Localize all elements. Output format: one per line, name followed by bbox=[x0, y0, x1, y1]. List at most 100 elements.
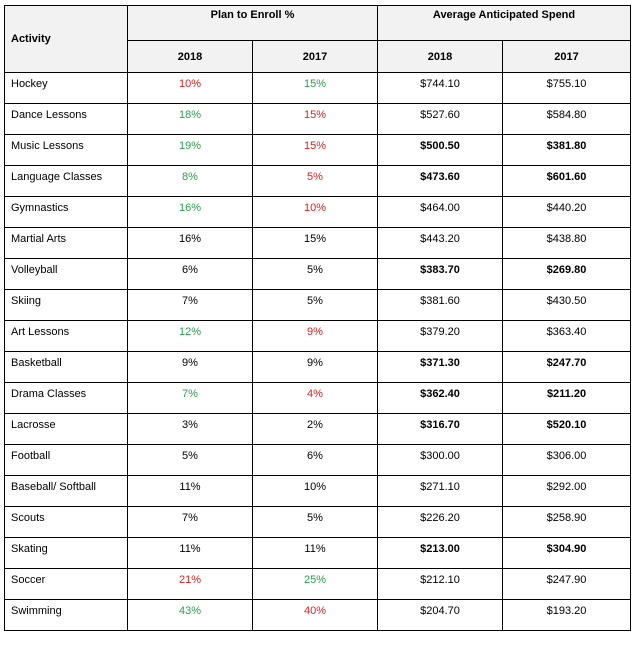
table-row: Soccer 21% 25% $212.10 $247.90 bbox=[4, 568, 632, 600]
enroll-2018-cell: 19% bbox=[127, 134, 253, 166]
activity-cell: Hockey bbox=[4, 72, 128, 104]
table-row: Lacrosse 3% 2% $316.70 $520.10 bbox=[4, 413, 632, 445]
table-row: Swimming 43% 40% $204.70 $193.20 bbox=[4, 599, 632, 631]
enroll-2018-cell: 18% bbox=[127, 103, 253, 135]
table-row: Skating 11% 11% $213.00 $304.90 bbox=[4, 537, 632, 569]
enroll-2017-cell: 5% bbox=[251, 506, 379, 538]
spend-2018-cell: $381.60 bbox=[377, 289, 504, 321]
enroll-2017-cell: 9% bbox=[251, 351, 379, 383]
average-spend-header: Average Anticipated Spend bbox=[377, 5, 632, 41]
table-row: Art Lessons 12% 9% $379.20 $363.40 bbox=[4, 320, 632, 352]
spend-2017-cell: $292.00 bbox=[502, 475, 632, 507]
table-row: Volleyball 6% 5% $383.70 $269.80 bbox=[4, 258, 632, 290]
activity-cell: Art Lessons bbox=[4, 320, 128, 352]
activity-cell: Gymnastics bbox=[4, 196, 128, 228]
spend-2018-cell: $204.70 bbox=[377, 599, 504, 631]
spend-2017-header: 2017 bbox=[502, 40, 632, 73]
table-row: Baseball/ Softball 11% 10% $271.10 $292.00 bbox=[4, 475, 632, 507]
spend-2017-cell: $363.40 bbox=[502, 320, 632, 352]
plan-to-enroll-header: Plan to Enroll % bbox=[126, 5, 379, 41]
activity-cell: Football bbox=[4, 444, 128, 476]
table-body: Hockey 10% 15% $744.10 $755.10 Dance Lessons 1… bbox=[4, 72, 632, 631]
spend-2017-cell: $304.90 bbox=[502, 537, 632, 569]
enroll-2017-cell: 11% bbox=[251, 537, 379, 569]
table-row: Hockey 10% 15% $744.10 $755.10 bbox=[4, 72, 632, 104]
enroll-2018-cell: 11% bbox=[127, 537, 253, 569]
spend-2018-cell: $212.10 bbox=[377, 568, 504, 600]
spend-2018-cell: $300.00 bbox=[377, 444, 504, 476]
enroll-2018-header: 2018 bbox=[127, 40, 253, 73]
enroll-2018-cell: 7% bbox=[127, 506, 253, 538]
spend-2017-cell: $430.50 bbox=[502, 289, 632, 321]
enroll-2017-cell: 6% bbox=[251, 444, 379, 476]
spend-2018-cell: $226.20 bbox=[377, 506, 504, 538]
enroll-2017-cell: 15% bbox=[251, 72, 379, 104]
enroll-2017-header: 2017 bbox=[251, 40, 379, 73]
activity-cell: Martial Arts bbox=[4, 227, 128, 259]
enroll-2017-cell: 40% bbox=[251, 599, 379, 631]
spend-2018-cell: $473.60 bbox=[377, 165, 504, 197]
spend-2018-cell: $527.60 bbox=[377, 103, 504, 135]
enroll-2017-cell: 4% bbox=[251, 382, 379, 414]
activity-cell: Skating bbox=[4, 537, 128, 569]
activity-table: Activity Plan to Enroll % Average Antici… bbox=[4, 5, 632, 631]
spend-2017-cell: $258.90 bbox=[502, 506, 632, 538]
enroll-2018-cell: 21% bbox=[127, 568, 253, 600]
group-header-row: Activity Plan to Enroll % Average Antici… bbox=[4, 5, 632, 73]
spend-2017-cell: $520.10 bbox=[502, 413, 632, 445]
table-row: Skiing 7% 5% $381.60 $430.50 bbox=[4, 289, 632, 321]
enroll-2018-cell: 16% bbox=[127, 227, 253, 259]
spend-2018-cell: $383.70 bbox=[377, 258, 504, 290]
spend-2018-cell: $213.00 bbox=[377, 537, 504, 569]
enroll-2017-cell: 10% bbox=[251, 475, 379, 507]
enroll-2017-cell: 5% bbox=[251, 258, 379, 290]
enroll-2018-cell: 16% bbox=[127, 196, 253, 228]
year-header-row: 2018 2017 2018 2017 bbox=[5, 40, 632, 73]
spend-2017-cell: $584.80 bbox=[502, 103, 632, 135]
enroll-2018-cell: 7% bbox=[127, 382, 253, 414]
spend-2017-cell: $440.20 bbox=[502, 196, 632, 228]
spend-2018-cell: $316.70 bbox=[377, 413, 504, 445]
spend-2018-cell: $271.10 bbox=[377, 475, 504, 507]
enroll-2018-cell: 10% bbox=[127, 72, 253, 104]
table-row: Language Classes 8% 5% $473.60 $601.60 bbox=[4, 165, 632, 197]
spend-2018-cell: $371.30 bbox=[377, 351, 504, 383]
enroll-2017-cell: 9% bbox=[251, 320, 379, 352]
activity-cell: Music Lessons bbox=[4, 134, 128, 166]
spend-2017-cell: $601.60 bbox=[502, 165, 632, 197]
table-row: Scouts 7% 5% $226.20 $258.90 bbox=[4, 506, 632, 538]
table-row: Dance Lessons 18% 15% $527.60 $584.80 bbox=[4, 103, 632, 135]
activity-cell: Skiing bbox=[4, 289, 128, 321]
enroll-2018-cell: 5% bbox=[127, 444, 253, 476]
enroll-2018-cell: 3% bbox=[127, 413, 253, 445]
spend-2017-cell: $438.80 bbox=[502, 227, 632, 259]
enroll-2018-cell: 43% bbox=[127, 599, 253, 631]
activity-cell: Drama Classes bbox=[4, 382, 128, 414]
enroll-2017-cell: 2% bbox=[251, 413, 379, 445]
activity-cell: Language Classes bbox=[4, 165, 128, 197]
enroll-2018-cell: 11% bbox=[127, 475, 253, 507]
spend-2018-cell: $362.40 bbox=[377, 382, 504, 414]
table-row: Martial Arts 16% 15% $443.20 $438.80 bbox=[4, 227, 632, 259]
spend-2017-cell: $755.10 bbox=[502, 72, 632, 104]
spend-2017-cell: $247.70 bbox=[502, 351, 632, 383]
spend-2018-cell: $744.10 bbox=[377, 72, 504, 104]
spend-2018-header: 2018 bbox=[377, 40, 504, 73]
spend-2017-cell: $381.80 bbox=[502, 134, 632, 166]
activity-cell: Swimming bbox=[4, 599, 128, 631]
spend-2017-cell: $193.20 bbox=[502, 599, 632, 631]
enroll-2017-cell: 15% bbox=[251, 227, 379, 259]
enroll-2017-cell: 10% bbox=[251, 196, 379, 228]
spend-2018-cell: $464.00 bbox=[377, 196, 504, 228]
table-row: Football 5% 6% $300.00 $306.00 bbox=[4, 444, 632, 476]
enroll-2018-cell: 12% bbox=[127, 320, 253, 352]
table-row: Music Lessons 19% 15% $500.50 $381.80 bbox=[4, 134, 632, 166]
activity-cell: Soccer bbox=[4, 568, 128, 600]
table-row: Gymnastics 16% 10% $464.00 $440.20 bbox=[4, 196, 632, 228]
activity-cell: Dance Lessons bbox=[4, 103, 128, 135]
enroll-2017-cell: 15% bbox=[251, 103, 379, 135]
enroll-2018-cell: 8% bbox=[127, 165, 253, 197]
activity-cell: Scouts bbox=[4, 506, 128, 538]
activity-cell: Lacrosse bbox=[4, 413, 128, 445]
table-row: Drama Classes 7% 4% $362.40 $211.20 bbox=[4, 382, 632, 414]
